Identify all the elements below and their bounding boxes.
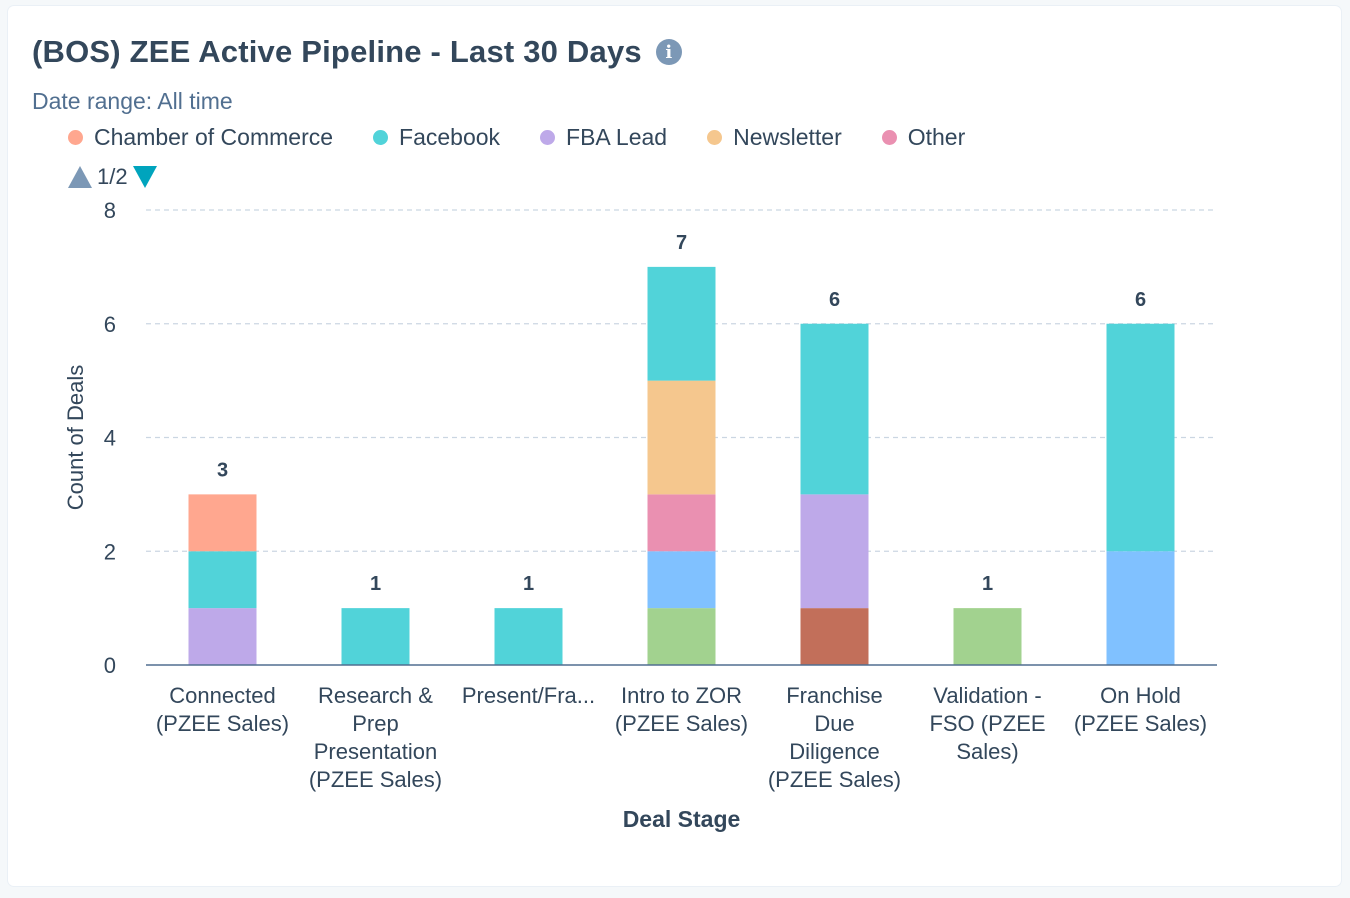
bar-segment[interactable] xyxy=(1107,551,1175,665)
x-tick-label-line: Franchise xyxy=(786,683,883,708)
x-tick-label-line: Research & xyxy=(318,683,433,708)
y-tick-label: 0 xyxy=(104,653,116,678)
y-axis-title: Count of Deals xyxy=(63,365,88,511)
x-tick-label-line: On Hold xyxy=(1100,683,1181,708)
x-tick-label-line: Due xyxy=(814,711,854,736)
x-tick-label-line: Prep xyxy=(352,711,398,736)
bar-segment[interactable] xyxy=(954,608,1022,665)
x-tick-label-line: Present/Fra... xyxy=(462,683,595,708)
data-label: 7 xyxy=(676,232,687,254)
x-axis-title: Deal Stage xyxy=(623,806,741,832)
data-label: 3 xyxy=(217,459,228,481)
data-label: 1 xyxy=(523,573,534,595)
x-tick-label: Connected (PZEE Sales) xyxy=(156,683,289,736)
data-label: 1 xyxy=(370,573,381,595)
bar-segment[interactable] xyxy=(189,551,257,608)
x-tick-label-line: Validation - xyxy=(933,683,1041,708)
bar-segment[interactable] xyxy=(801,324,869,495)
bar-segment[interactable] xyxy=(1107,324,1175,552)
y-tick-label: 6 xyxy=(104,312,116,337)
bar-segment[interactable] xyxy=(801,608,869,665)
x-tick-label: Validation - FSO (PZEE Sales) xyxy=(929,683,1045,764)
x-tick-label-line: Connected xyxy=(169,683,275,708)
x-tick-label: Franchise Due Diligence (PZEE Sales) xyxy=(768,683,901,792)
bar-segment[interactable] xyxy=(342,608,410,665)
bar-segment[interactable] xyxy=(648,494,716,551)
bar-segment[interactable] xyxy=(648,608,716,665)
x-tick-label-line: Sales) xyxy=(956,739,1018,764)
bar-segment[interactable] xyxy=(189,608,257,665)
x-tick-label: Research & Prep Presentation (PZEE Sales) xyxy=(309,683,442,792)
x-tick-label: Intro to ZOR (PZEE Sales) xyxy=(615,683,748,736)
data-label: 6 xyxy=(829,289,840,311)
data-label: 6 xyxy=(1135,289,1146,311)
y-tick-label: 2 xyxy=(104,539,116,564)
bar-segment[interactable] xyxy=(648,267,716,381)
x-tick-label-line: (PZEE Sales) xyxy=(615,711,748,736)
data-label: 1 xyxy=(982,573,993,595)
bar-segment[interactable] xyxy=(648,551,716,608)
x-tick-label-line: (PZEE Sales) xyxy=(309,767,442,792)
x-tick-label-line: FSO (PZEE xyxy=(929,711,1045,736)
bar-segment[interactable] xyxy=(648,381,716,495)
x-tick-label-line: Diligence xyxy=(789,739,880,764)
x-tick-label-line: Intro to ZOR xyxy=(621,683,742,708)
x-tick-label-line: (PZEE Sales) xyxy=(768,767,901,792)
bar-chart: 0 2 4 6 8 3 Connected (PZEE Sales) 1 Research & Pr… xyxy=(0,0,1350,898)
y-tick-label: 4 xyxy=(104,426,116,451)
bar-segment[interactable] xyxy=(495,608,563,665)
y-tick-label: 8 xyxy=(104,198,116,223)
x-tick-label: On Hold (PZEE Sales) xyxy=(1074,683,1207,736)
x-tick-label-line: (PZEE Sales) xyxy=(156,711,289,736)
x-tick-label-line: (PZEE Sales) xyxy=(1074,711,1207,736)
x-tick-label-line: Presentation xyxy=(314,739,438,764)
x-tick-label: Present/Fra... xyxy=(462,683,595,708)
bar-segment[interactable] xyxy=(189,494,257,551)
bar-segment[interactable] xyxy=(801,494,869,608)
